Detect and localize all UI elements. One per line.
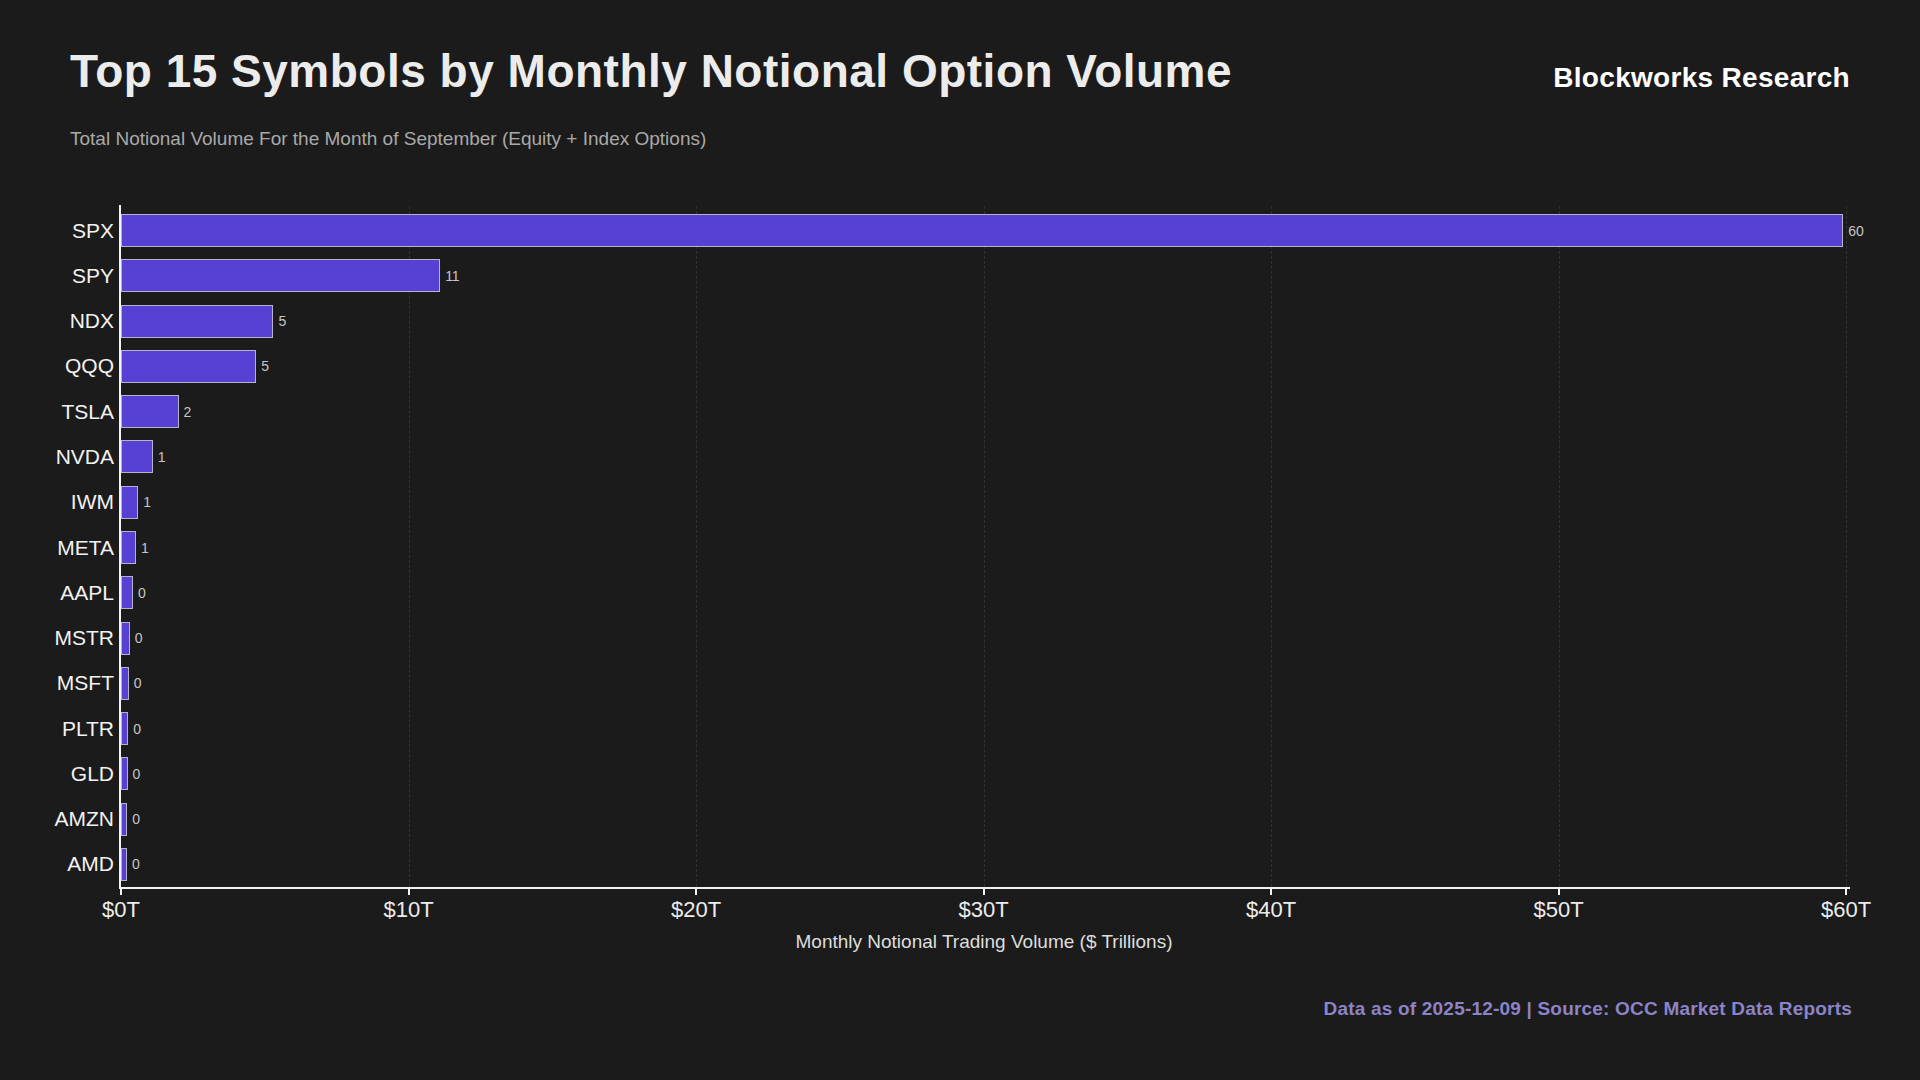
x-tickmark-$60T	[1845, 889, 1847, 895]
bar-row-qqq: QQQ 5	[0, 350, 1920, 383]
bar-mstr	[121, 622, 130, 655]
x-axis-title: Monthly Notional Trading Volume ($ Trill…	[795, 931, 1172, 953]
category-label-iwm: IWM	[71, 490, 114, 514]
bar-row-mstr: MSTR 0	[0, 622, 1920, 655]
category-label-msft: MSFT	[57, 671, 114, 695]
x-tickmark-$20T	[695, 889, 697, 895]
bar-row-amzn: AMZN 0	[0, 803, 1920, 836]
category-label-meta: META	[57, 536, 114, 560]
category-label-spx: SPX	[72, 219, 114, 243]
value-label-amzn: 0	[132, 811, 140, 827]
value-label-amd: 0	[132, 856, 140, 872]
x-ticklabel-$50T: $50T	[1499, 897, 1619, 923]
bar-row-msft: MSFT 0	[0, 667, 1920, 700]
bar-row-meta: META 1	[0, 531, 1920, 564]
category-label-spy: SPY	[72, 264, 114, 288]
bar-qqq	[121, 350, 256, 383]
category-label-gld: GLD	[71, 762, 114, 786]
bar-aapl	[121, 576, 133, 609]
bar-gld	[121, 757, 128, 790]
bar-amd	[121, 848, 127, 881]
bar-row-amd: AMD 0	[0, 848, 1920, 881]
category-label-tsla: TSLA	[61, 400, 114, 424]
x-tickmark-$0T	[120, 889, 122, 895]
x-ticklabel-$60T: $60T	[1786, 897, 1906, 923]
bar-row-pltr: PLTR 0	[0, 712, 1920, 745]
category-label-ndx: NDX	[70, 309, 114, 333]
category-label-mstr: MSTR	[55, 626, 115, 650]
bar-ndx	[121, 305, 273, 338]
value-label-spy: 11	[445, 268, 460, 284]
value-label-iwm: 1	[143, 494, 151, 510]
category-label-aapl: AAPL	[60, 581, 114, 605]
x-ticklabel-$0T: $0T	[61, 897, 181, 923]
chart-canvas: Top 15 Symbols by Monthly Notional Optio…	[0, 0, 1920, 1080]
value-label-qqq: 5	[261, 358, 269, 374]
x-tickmark-$30T	[983, 889, 985, 895]
x-ticklabel-$30T: $30T	[924, 897, 1044, 923]
x-axis-line	[119, 887, 1850, 889]
bar-pltr	[121, 712, 128, 745]
bar-row-aapl: AAPL 0	[0, 576, 1920, 609]
category-label-amzn: AMZN	[55, 807, 115, 831]
bar-meta	[121, 531, 136, 564]
value-label-nvda: 1	[158, 449, 166, 465]
bar-spx	[121, 214, 1843, 247]
bar-row-spx: SPX 60	[0, 214, 1920, 247]
value-label-msft: 0	[134, 675, 142, 691]
value-label-mstr: 0	[135, 630, 143, 646]
bar-row-gld: GLD 0	[0, 757, 1920, 790]
value-label-ndx: 5	[278, 313, 286, 329]
value-label-pltr: 0	[133, 721, 141, 737]
category-label-pltr: PLTR	[62, 717, 114, 741]
x-ticklabel-$40T: $40T	[1211, 897, 1331, 923]
source-attribution: Data as of 2025-12-09 | Source: OCC Mark…	[1324, 998, 1852, 1020]
category-label-amd: AMD	[67, 852, 114, 876]
x-tickmark-$10T	[408, 889, 410, 895]
value-label-gld: 0	[133, 766, 141, 782]
bar-row-nvda: NVDA 1	[0, 440, 1920, 473]
value-label-spx: 60	[1848, 223, 1864, 239]
bar-iwm	[121, 486, 138, 519]
category-label-qqq: QQQ	[65, 354, 114, 378]
x-tickmark-$50T	[1558, 889, 1560, 895]
bar-row-ndx: NDX 5	[0, 305, 1920, 338]
value-label-meta: 1	[141, 540, 149, 556]
x-ticklabel-$20T: $20T	[636, 897, 756, 923]
bar-tsla	[121, 395, 179, 428]
bar-row-tsla: TSLA 2	[0, 395, 1920, 428]
bar-spy	[121, 259, 440, 292]
bar-row-iwm: IWM 1	[0, 486, 1920, 519]
x-tickmark-$40T	[1270, 889, 1272, 895]
plot-area: SPX 60 SPY 11 NDX 5 QQQ 5 TSLA 2 NVDA 1 IWM 1 META 1 AAP…	[0, 0, 1920, 1080]
bar-amzn	[121, 803, 127, 836]
value-label-aapl: 0	[138, 585, 146, 601]
value-label-tsla: 2	[184, 404, 192, 420]
bar-nvda	[121, 440, 153, 473]
bar-msft	[121, 667, 129, 700]
bar-row-spy: SPY 11	[0, 259, 1920, 292]
category-label-nvda: NVDA	[56, 445, 114, 469]
x-ticklabel-$10T: $10T	[349, 897, 469, 923]
